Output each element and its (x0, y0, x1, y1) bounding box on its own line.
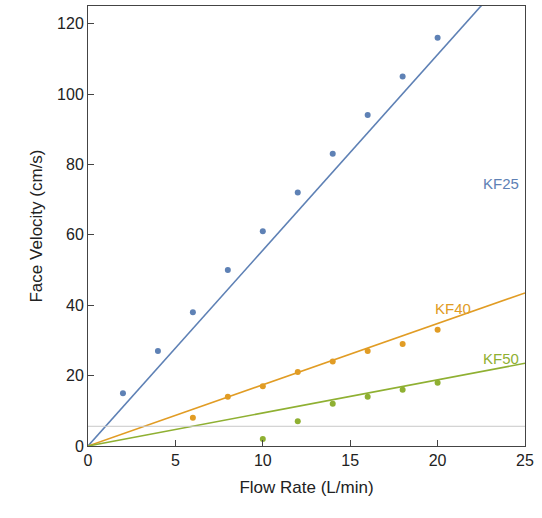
svg-text:KF40: KF40 (435, 300, 471, 317)
svg-text:Flow Rate (L/min): Flow Rate (L/min) (239, 478, 373, 497)
svg-text:20: 20 (66, 367, 84, 384)
svg-text:5: 5 (171, 452, 180, 469)
svg-text:60: 60 (66, 226, 84, 243)
svg-text:0: 0 (84, 452, 93, 469)
svg-text:40: 40 (66, 297, 84, 314)
svg-text:0: 0 (75, 438, 84, 455)
svg-text:KF25: KF25 (483, 175, 519, 192)
svg-text:80: 80 (66, 156, 84, 173)
svg-text:KF50: KF50 (483, 350, 519, 367)
svg-text:15: 15 (341, 452, 359, 469)
svg-text:25: 25 (516, 452, 534, 469)
svg-text:Face Velocity (cm/s): Face Velocity (cm/s) (27, 149, 46, 302)
svg-text:100: 100 (57, 86, 84, 103)
svg-text:120: 120 (57, 15, 84, 32)
svg-text:20: 20 (429, 452, 447, 469)
svg-text:10: 10 (254, 452, 272, 469)
